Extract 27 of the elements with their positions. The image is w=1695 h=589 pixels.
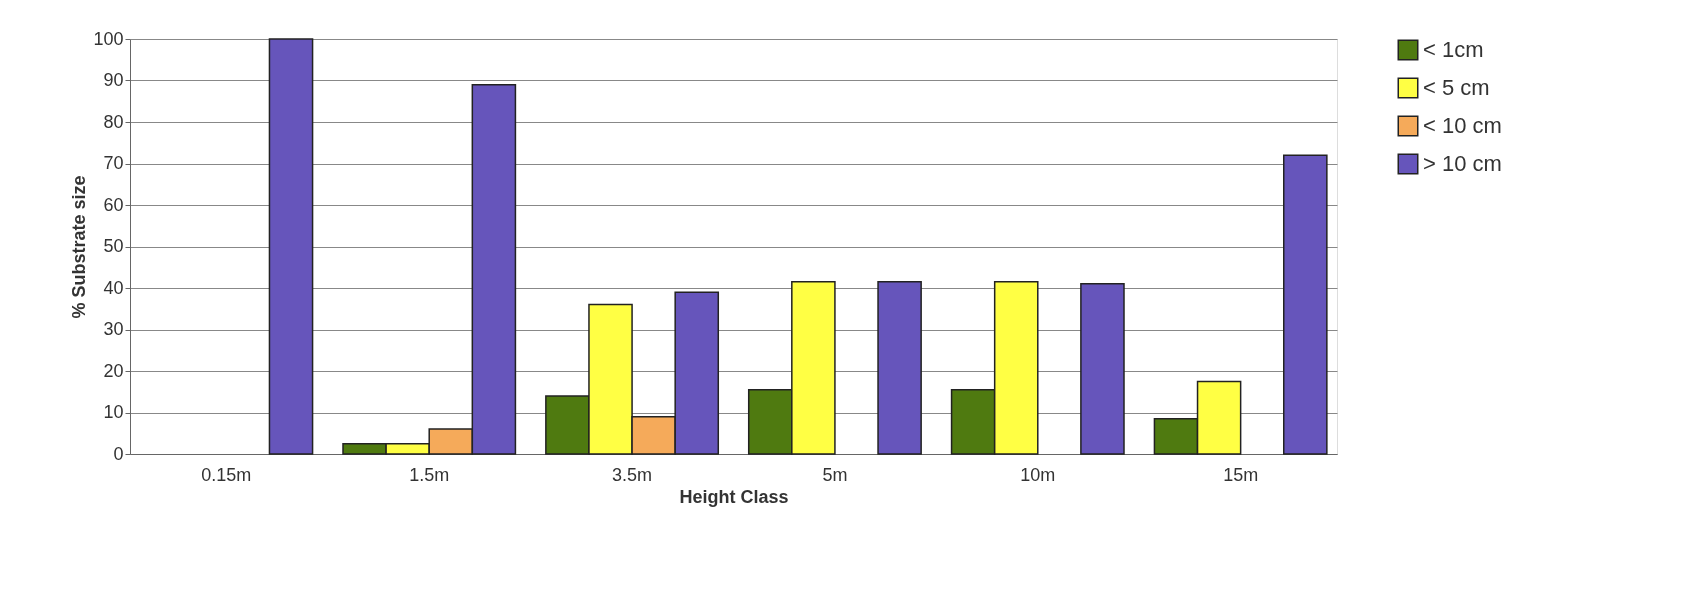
y-tick-label: 80 [103, 111, 124, 132]
y-tick-label: 50 [103, 236, 124, 256]
legend-label: > 10 cm [1423, 151, 1502, 176]
y-tick-label: 0 [113, 443, 124, 464]
x-tick-label: 0.15m [201, 464, 252, 485]
bar [268, 38, 314, 455]
y-tick-label: 90 [103, 70, 124, 90]
y-tick-label: 10 [103, 402, 124, 422]
bar [1080, 283, 1125, 455]
x-tick-label: 10m [1020, 464, 1056, 485]
x-tick-label: 3.5m [612, 464, 653, 485]
legend-label: < 1cm [1423, 37, 1484, 62]
y-tick-label: 100 [93, 28, 124, 49]
x-axis-title: Height Class [679, 486, 789, 507]
y-tick-label: 30 [103, 319, 124, 339]
y-tick-label: 20 [103, 360, 124, 381]
legend-label: < 5 cm [1423, 75, 1490, 100]
y-tick-label: 40 [103, 277, 124, 298]
legend-label: < 10 cm [1423, 113, 1502, 138]
x-tick-label: 1.5m [409, 464, 450, 485]
y-tick-label: 60 [103, 194, 124, 215]
y-tick-label: 70 [103, 153, 124, 173]
y-axis-title: % Substrate size [69, 175, 90, 319]
x-tick-label: 15m [1223, 464, 1259, 485]
bar [1283, 154, 1328, 455]
x-tick-label: 5m [822, 464, 848, 485]
bar [877, 281, 922, 455]
